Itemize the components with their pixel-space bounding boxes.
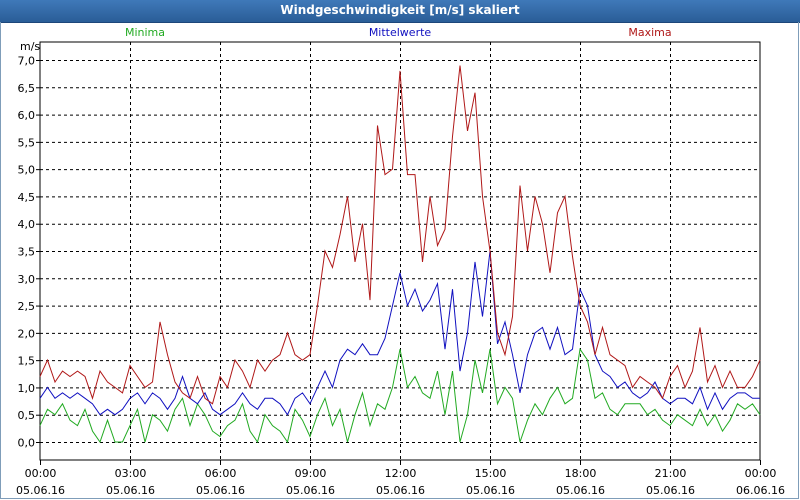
y-tick-label: 4,0 [18,218,36,231]
x-tick-time: 15:00 [475,467,507,480]
x-tick-date: 05.06.16 [16,484,65,497]
series-lines [39,65,761,444]
x-tick-time: 06:00 [205,467,237,480]
y-tick-label: 0,0 [18,437,36,450]
series-line-minima [39,347,761,444]
y-axis-label: m/s [20,40,40,53]
x-tick-date: 05.06.16 [646,484,695,497]
chart-title: Windgeschwindigkeit [m/s] skaliert [280,3,520,17]
x-tick-date: 05.06.16 [196,484,245,497]
y-tick-label: 1,5 [18,355,36,368]
title-bar: Windgeschwindigkeit [m/s] skaliert [0,0,800,23]
grid [40,42,760,460]
x-tick-date: 05.06.16 [286,484,335,497]
y-tick-label: 6,5 [18,82,36,95]
axes [36,41,761,465]
y-tick-label: 0,5 [18,409,36,422]
y-tick-label: 2,0 [18,327,36,340]
x-tick-time: 03:00 [115,467,147,480]
x-tick-time: 21:00 [655,467,687,480]
y-tick-label: 3,5 [18,246,36,259]
y-tick-label: 2,5 [18,300,36,313]
y-tick-label: 5,5 [18,136,36,149]
x-tick-time: 12:00 [385,467,417,480]
x-tick-time: 00:00 [745,467,777,480]
legend-item-minima: Minima [125,26,165,39]
series-line-maxima [39,65,761,405]
y-tick-label: 1,0 [18,382,36,395]
x-tick-date: 06.06.16 [736,484,785,497]
x-tick-time: 00:00 [25,467,57,480]
y-tick-label: 3,0 [18,273,36,286]
x-tick-date: 05.06.16 [376,484,425,497]
x-tick-time: 09:00 [295,467,327,480]
y-axis-ticks: 0,0 0,5 1,0 1,5 2,0 2,5 3,0 3,5 4,0 4,5 5,0 5,5 6,0 6… [18,55,36,450]
x-tick-date: 05.06.16 [106,484,155,497]
y-tick-label: 7,0 [18,55,36,68]
legend-item-maxima: Maxima [628,26,671,39]
series-line-mittelwerte [39,250,760,416]
x-axis-ticks: 00:00 05.06.16 03:00 05.06.16 06:00 05.06.16 0… [16,467,785,497]
legend-item-mittelwerte: Mittelwerte [369,26,432,39]
x-tick-date: 05.06.16 [556,484,605,497]
chart-frame [0,22,799,499]
y-tick-label: 4,5 [18,191,36,204]
y-tick-label: 6,0 [18,109,36,122]
x-tick-time: 18:00 [565,467,597,480]
x-tick-date: 05.06.16 [466,484,515,497]
legend: Minima Mittelwerte Maxima [125,26,672,39]
y-tick-label: 5,0 [18,164,36,177]
